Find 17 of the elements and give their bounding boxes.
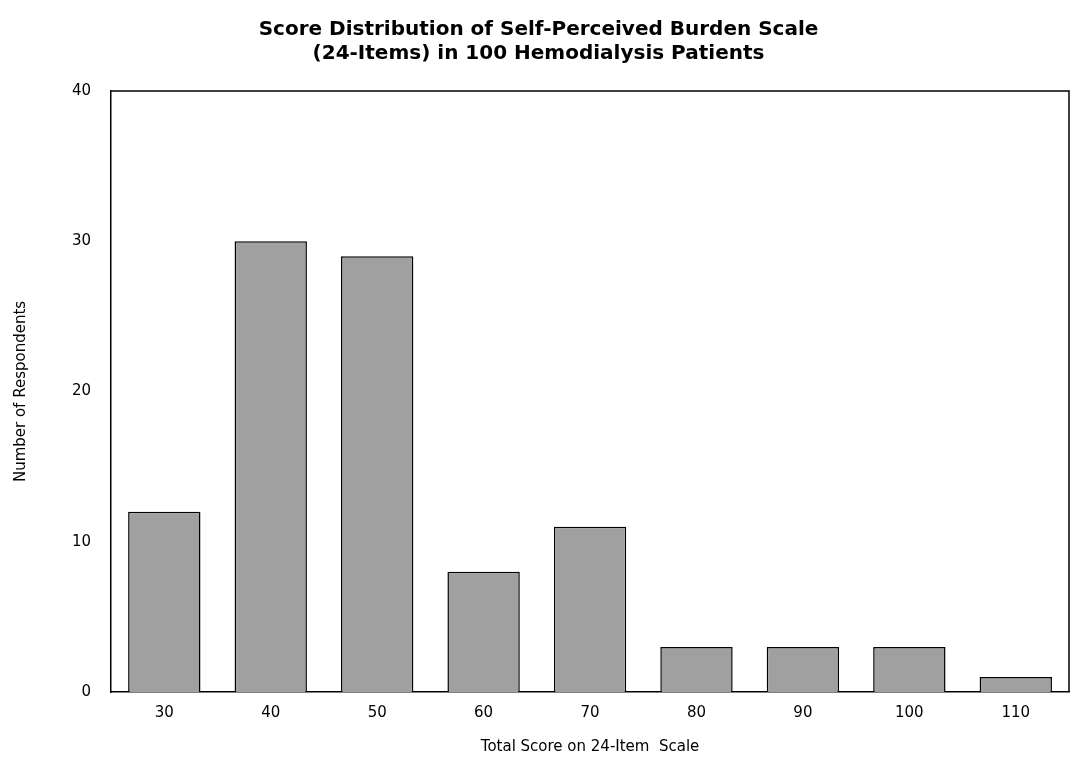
x-tick-label: 80 — [686, 702, 707, 721]
x-tick-label: 100 — [895, 702, 924, 721]
x-tick-label: 30 — [154, 702, 174, 721]
y-axis-title: Number of Respondents — [10, 300, 29, 483]
y-tick-label: 0 — [81, 681, 92, 700]
x-tick-label: 60 — [474, 702, 494, 721]
y-tick-label: 10 — [71, 531, 92, 550]
y-tick-label: 20 — [71, 381, 92, 400]
y-tick-label: 40 — [71, 80, 92, 99]
y-tick-label: 30 — [71, 231, 92, 250]
chart-title: Score Distribution of Self-Perceived Burden Scale (24-Items) in 100 Hemodialysis Patients — [258, 16, 819, 65]
x-tick-label: 90 — [793, 702, 813, 721]
x-tick-label: 70 — [580, 702, 600, 721]
x-tick-label: 50 — [367, 702, 387, 721]
x-tick-label: 110 — [1001, 702, 1031, 721]
x-axis-title: Total Score on 24-Item Scale — [479, 736, 700, 755]
x-tick-label: 40 — [261, 702, 281, 721]
